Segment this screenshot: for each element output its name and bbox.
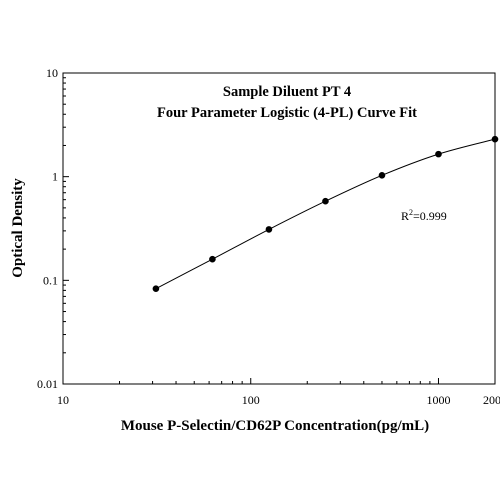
data-points (152, 135, 499, 293)
y-axis-label: Optical Density (10, 178, 26, 278)
plot-frame (62, 72, 496, 385)
chart-title-line-1: Sample Diluent PT 4 (223, 84, 351, 100)
data-point (152, 285, 160, 293)
r-superscript: 2 (409, 208, 413, 217)
data-point (491, 135, 499, 143)
chart-title-line-2: Four Parameter Logistic (4-PL) Curve Fit (157, 105, 417, 121)
x-tick-label: 10 (57, 393, 69, 407)
y-tick-label: 10 (46, 66, 58, 80)
y-tick-label: 0.01 (37, 377, 58, 391)
y-tick-label: 0.1 (43, 273, 58, 287)
x-tick-label: 100 (242, 393, 260, 407)
data-point (209, 255, 216, 263)
x-axis-label: Mouse P-Selectin/CD62P Concentration(pg/… (121, 418, 429, 434)
y-tick-label: 1 (52, 170, 58, 184)
data-point (265, 226, 273, 233)
data-point (435, 150, 442, 158)
x-tick-label: 1000 (426, 393, 450, 407)
r-squared-annotation: R2=0.999 (401, 208, 447, 223)
r-value: =0.999 (413, 209, 447, 223)
data-point (322, 197, 329, 205)
data-point (378, 172, 386, 179)
r-label: R (401, 209, 409, 223)
